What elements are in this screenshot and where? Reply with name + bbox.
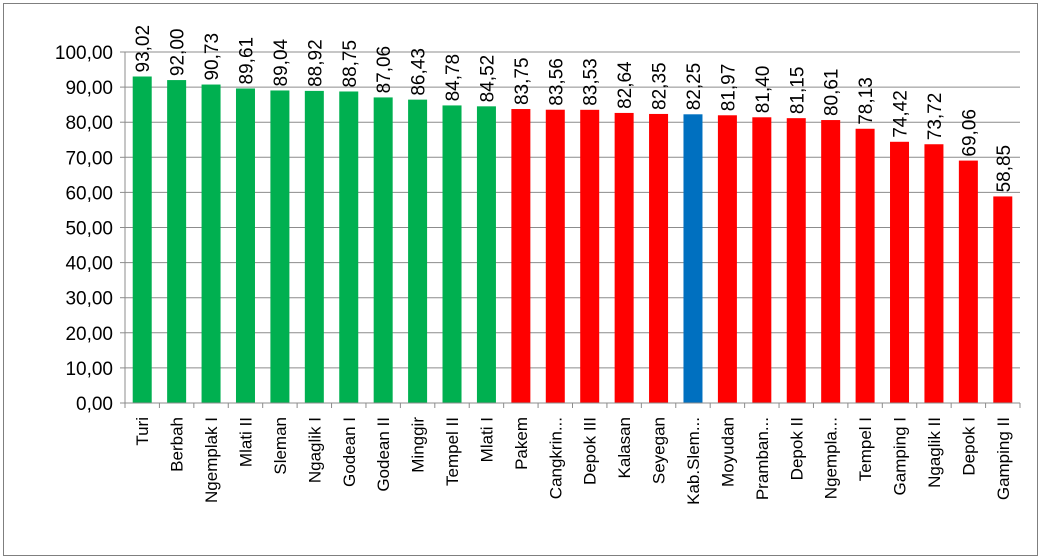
data-label: 84,78 [443, 54, 464, 102]
y-tick-label: 40,00 [65, 254, 113, 275]
category-label: Depok I [959, 417, 978, 476]
y-tick-label: 60,00 [65, 183, 113, 204]
data-label: 88,92 [305, 39, 326, 87]
data-label: 83,53 [581, 58, 602, 106]
bar [580, 109, 600, 404]
data-label: 81,97 [718, 64, 739, 112]
data-label: 83,75 [512, 57, 533, 105]
y-axis-tick-labels: 0,00 10,00 20,00 30,00 40,00 50,00 60,00 70,00 8… [55, 43, 113, 415]
y-tick-label: 30,00 [65, 289, 113, 310]
bar [545, 109, 565, 403]
data-label: 78,13 [856, 77, 877, 125]
bar [304, 90, 324, 403]
data-label: 82,64 [615, 61, 636, 109]
y-tick-label: 90,00 [65, 78, 113, 99]
y-tick-label: 70,00 [65, 148, 113, 169]
bar [235, 88, 255, 403]
data-label: 81,15 [787, 67, 808, 115]
bar [993, 196, 1013, 403]
data-label: 80,61 [822, 69, 843, 117]
category-label: Mlati II [236, 417, 255, 467]
bar [614, 112, 634, 404]
data-label: 84,52 [477, 55, 498, 103]
category-label: Pakem [512, 417, 531, 470]
category-label: Ngemplak I [202, 417, 221, 503]
data-label: 90,73 [202, 33, 223, 81]
axes [120, 51, 1021, 408]
category-label: Gamping II [994, 417, 1013, 500]
category-label: Depok III [581, 417, 600, 485]
category-label: Pramban... [753, 417, 772, 500]
bar [855, 128, 875, 403]
category-label: Tempel I [856, 417, 875, 481]
bar [890, 141, 910, 403]
bar [442, 105, 462, 403]
y-tick-label: 50,00 [65, 219, 113, 240]
data-label: 74,42 [891, 90, 912, 138]
category-label: Ngaglik II [925, 417, 944, 488]
data-label: 88,75 [340, 40, 361, 88]
data-label: 82,25 [684, 63, 705, 111]
y-tick-label: 0,00 [76, 394, 113, 415]
bar [132, 76, 152, 403]
category-label: Kalasan [615, 417, 634, 478]
gridlines [125, 51, 1020, 369]
category-labels: Turi Berbah Ngemplak I Mlati II Sleman Ngagli… [133, 417, 1013, 505]
category-label: Tempel II [443, 417, 462, 486]
bar [339, 91, 359, 404]
category-label: Godean I [340, 417, 359, 487]
y-tick-label: 10,00 [65, 359, 113, 380]
category-label: Moyudan [718, 417, 737, 487]
bar [717, 115, 737, 403]
category-label: Sleman [271, 417, 290, 475]
bar [511, 109, 531, 403]
bar [476, 106, 496, 403]
bars [132, 76, 1013, 404]
bar [201, 84, 221, 404]
bar [167, 80, 187, 403]
category-label: Kab.Slem... [684, 417, 703, 505]
category-label: Ngempla... [822, 417, 841, 499]
category-label: Turi [133, 417, 152, 446]
data-labels: 93,02 92,00 90,73 89,61 89,04 88,92 88,75 87,06… [133, 25, 1015, 192]
data-label: 86,43 [409, 48, 430, 96]
bar [373, 97, 393, 403]
data-label: 73,72 [925, 93, 946, 141]
data-label: 92,00 [168, 29, 189, 77]
data-label: 58,85 [994, 145, 1015, 193]
category-label: Minggir [409, 417, 428, 473]
y-tick-label: 20,00 [65, 324, 113, 345]
category-label: Godean II [374, 417, 393, 492]
bar [786, 118, 806, 403]
data-label: 81,40 [753, 66, 774, 114]
bar [408, 99, 428, 403]
data-label: 89,04 [271, 38, 292, 86]
bar [683, 114, 703, 404]
category-label: Ngaglik I [305, 417, 324, 483]
category-label: Berbah [168, 417, 187, 472]
bar [958, 160, 978, 403]
data-label: 83,56 [546, 58, 567, 106]
bar [649, 113, 669, 403]
category-label: Mlati I [477, 417, 496, 462]
y-tick-label: 80,00 [65, 113, 113, 134]
data-label: 82,35 [650, 62, 671, 110]
data-label: 89,61 [236, 37, 257, 85]
bar [270, 90, 290, 403]
category-label: Depok II [787, 417, 806, 480]
bar [821, 120, 841, 403]
bar [924, 144, 944, 403]
category-label: Gamping I [891, 417, 910, 495]
data-label: 93,02 [133, 25, 154, 73]
y-tick-label: 100,00 [55, 43, 113, 64]
data-label: 87,06 [374, 46, 395, 94]
category-label: Seyegan [650, 417, 669, 484]
category-label: Cangkrin... [546, 417, 565, 499]
data-label: 69,06 [959, 109, 980, 157]
bar [752, 117, 772, 403]
